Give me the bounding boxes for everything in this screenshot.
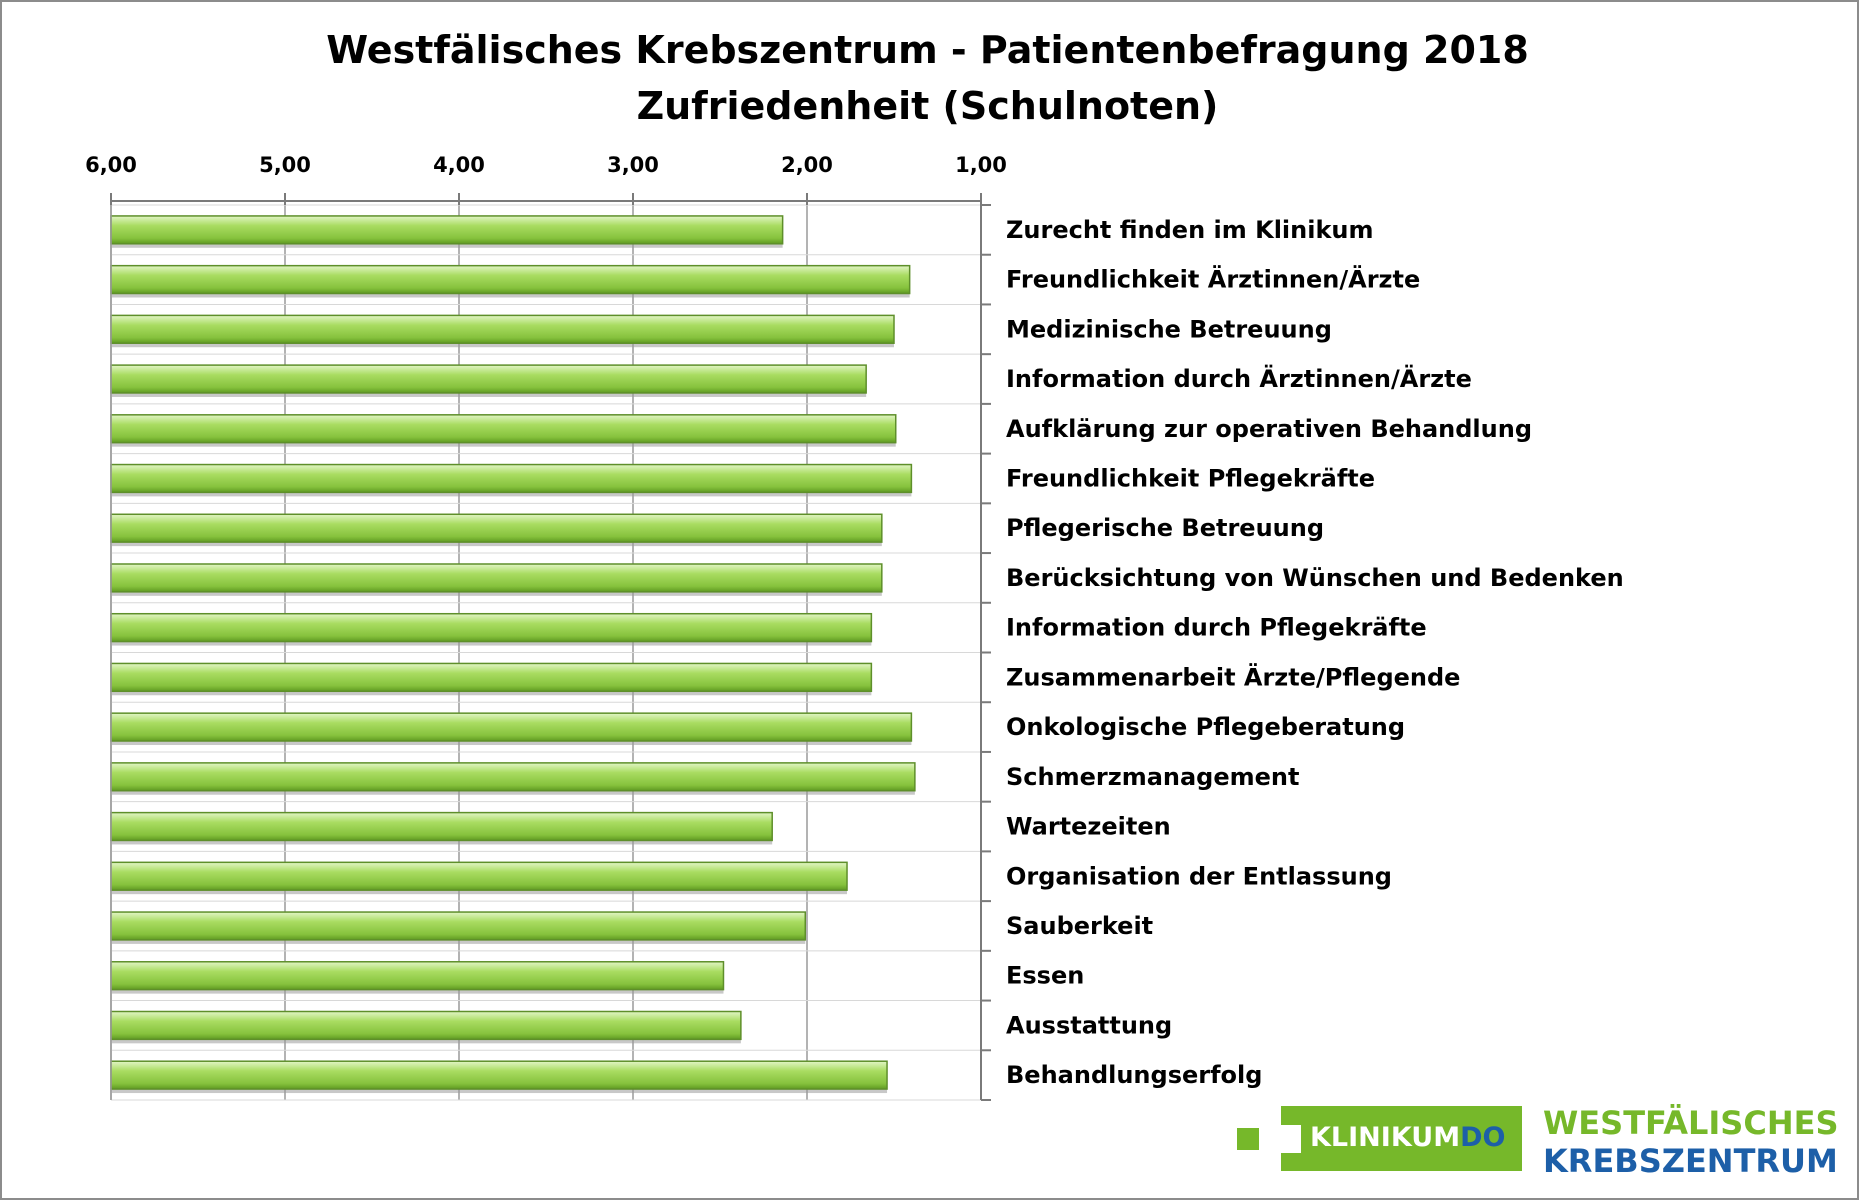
chart-title: Westfälisches Krebszentrum - Patientenbe… [326,28,1529,72]
bar [110,712,913,742]
category-label: Information durch Ärztinnen/Ärzte [1006,364,1472,393]
bar [110,215,784,245]
tick-label: 5,00 [259,153,311,177]
bar [110,364,867,394]
bar [110,264,911,295]
bar [110,762,916,792]
bar [110,662,873,693]
category-labels: Zurecht finden im Klinikum Freundlichkeit… [1006,216,1624,1089]
category-label: Sauberkeit [1006,912,1153,940]
bar [110,563,883,593]
tick-labels: 6,00 5,00 4,00 3,00 2,00 1,00 [85,153,1007,177]
klinikum-text: KLINIKUM [1310,1122,1461,1153]
category-label: Onkologische Pflegeberatung [1006,713,1405,741]
chart-subtitle: Zufriedenheit (Schulnoten) [636,84,1219,128]
tick-label: 3,00 [607,153,659,177]
chart-title-block: Westfälisches Krebszentrum - Patientenbe… [0,22,1855,134]
bar [110,861,848,891]
category-label: Schmerzmanagement [1006,763,1299,791]
logo-notch [1281,1125,1301,1153]
category-label: Berücksichtung von Wünschen und Bedenken [1006,564,1624,592]
tick-label: 2,00 [781,153,833,177]
do-text: DO [1460,1122,1506,1153]
category-label: Behandlungserfolg [1006,1061,1262,1089]
logo-square [1237,1128,1259,1150]
bars [110,215,916,1094]
logo-line-1: WESTFÄLISCHES [1543,1104,1839,1142]
bar [110,314,895,344]
bar [110,612,873,643]
category-label: Ausstattung [1006,1011,1172,1039]
category-label: Zusammenarbeit Ärzte/Pflegende [1006,662,1460,691]
bar [110,1060,888,1090]
bar [110,811,773,842]
category-label: Wartezeiten [1006,813,1171,841]
category-label: Freundlichkeit Ärztinnen/Ärzte [1006,265,1420,294]
category-label: Information durch Pflegekräfte [1006,614,1427,642]
category-label: Zurecht finden im Klinikum [1006,216,1374,244]
value-axis [110,193,991,1101]
bar [110,414,897,444]
logo-line-2: KREBSZENTRUM [1543,1142,1838,1180]
category-label: Organisation der Entlassung [1006,862,1392,890]
category-label: Medizinische Betreuung [1006,315,1332,343]
bar [110,1010,742,1041]
bar [110,961,725,991]
bar [110,513,883,543]
bar [110,911,807,941]
category-label: Pflegerische Betreuung [1006,514,1324,542]
klinikum-do-logo [1281,1106,1522,1171]
klinikum-do-logo-text: KLINIKUMDO [1310,1118,1505,1158]
tick-label: 1,00 [955,153,1007,177]
tick-label: 4,00 [433,153,485,177]
westfaelisches-krebszentrum-logo: WESTFÄLISCHES KREBSZENTRUM [1543,1104,1839,1180]
category-label: Freundlichkeit Pflegekräfte [1006,464,1375,492]
tick-label: 6,00 [85,153,137,177]
bar [110,463,913,494]
category-label: Essen [1006,962,1084,990]
category-label: Aufklärung zur operativen Behandlung [1006,415,1532,443]
